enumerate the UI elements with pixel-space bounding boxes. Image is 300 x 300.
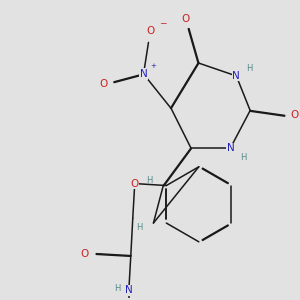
Text: N: N [140, 69, 147, 79]
Text: N: N [232, 71, 240, 81]
Text: H: H [246, 64, 252, 73]
Text: O: O [99, 79, 107, 89]
Text: O: O [80, 249, 88, 259]
Text: N: N [226, 143, 234, 153]
Text: −: − [159, 18, 166, 27]
Text: O: O [130, 178, 139, 189]
Text: +: + [151, 63, 156, 69]
Text: O: O [146, 26, 154, 35]
Text: H: H [146, 176, 153, 185]
Text: O: O [290, 110, 299, 120]
Text: H: H [136, 224, 143, 232]
Text: N: N [125, 285, 133, 295]
Text: O: O [181, 14, 189, 24]
Text: H: H [114, 284, 120, 293]
Text: H: H [240, 153, 246, 162]
